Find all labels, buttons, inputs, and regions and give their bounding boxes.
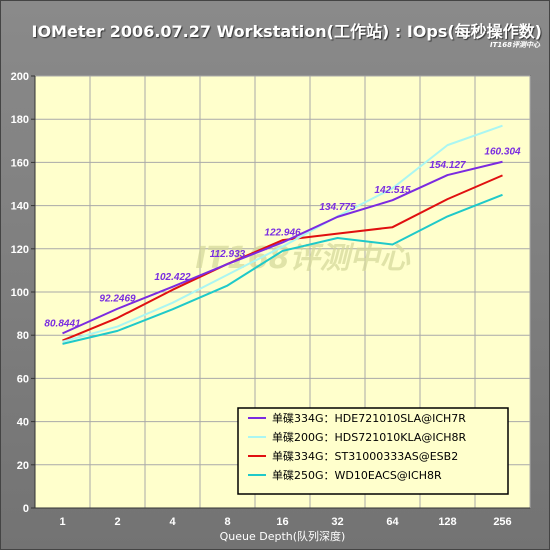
data-label: 154.127: [429, 160, 466, 171]
data-label: 92.2469: [99, 294, 136, 305]
x-tick-label: 128: [438, 516, 456, 528]
series-line-2: [62, 124, 503, 343]
x-axis-title: Queue Depth(队列深度): [220, 529, 346, 543]
y-tick-label: 0: [23, 503, 29, 515]
axes: 0 20 40 60 80 100 120 140 160 180 200 1 2 4 8 16 32 64 128…: [11, 71, 530, 528]
y-tick-label: 200: [11, 71, 29, 83]
y-tick-label: 20: [17, 460, 29, 472]
x-tick-label: 256: [493, 516, 511, 528]
data-label: 160.304: [484, 147, 521, 158]
series-line-1: [62, 160, 503, 335]
legend: 单碟334G：HDE721010SLA@ICH7R 单碟200G：HDS72101…: [237, 407, 509, 495]
data-labels: 80.8441 92.2469 102.422 112.933 122.946 134.7…: [44, 147, 521, 330]
data-label: 80.8441: [44, 318, 81, 329]
y-tick-label: 120: [11, 244, 29, 256]
x-tick-label: 8: [224, 516, 230, 528]
data-label: 102.422: [154, 272, 191, 283]
y-tick-label: 40: [17, 417, 29, 429]
y-tick-label: 80: [17, 330, 29, 342]
y-tick-label: 160: [11, 157, 29, 169]
series-layer: [62, 124, 503, 345]
x-tick-label: 32: [331, 516, 343, 528]
legend-label: 单碟200G：HDS721010KLA@ICH8R: [272, 431, 467, 444]
x-tick-label: 1: [59, 516, 65, 528]
y-tick-label: 140: [11, 201, 29, 213]
data-label: 122.946: [264, 227, 301, 238]
legend-label: 单碟250G：WD10EACS@ICH8R: [272, 469, 442, 482]
x-tick-label: 4: [169, 516, 176, 528]
y-tick-label: 180: [11, 114, 29, 126]
x-tick-label: 2: [114, 516, 120, 528]
series-line-4: [62, 193, 503, 345]
series-line-3: [62, 174, 503, 342]
legend-label: 单碟334G：ST31000333AS@ESB2: [272, 450, 458, 463]
x-tick-label: 64: [386, 516, 399, 528]
watermark-logo: IT168评测中心: [490, 41, 540, 49]
x-tick-label: 16: [276, 516, 288, 528]
chart-title: IOMeter 2006.07.27 Workstation(工作站) : IO…: [31, 22, 543, 41]
legend-label: 单碟334G：HDE721010SLA@ICH7R: [272, 412, 466, 425]
data-label: 142.515: [374, 185, 411, 196]
y-tick-label: 100: [11, 287, 29, 299]
data-label: 134.775: [319, 202, 356, 213]
data-label: 112.933: [210, 249, 246, 260]
y-tick-label: 60: [17, 373, 29, 385]
legend-box: [237, 407, 509, 495]
